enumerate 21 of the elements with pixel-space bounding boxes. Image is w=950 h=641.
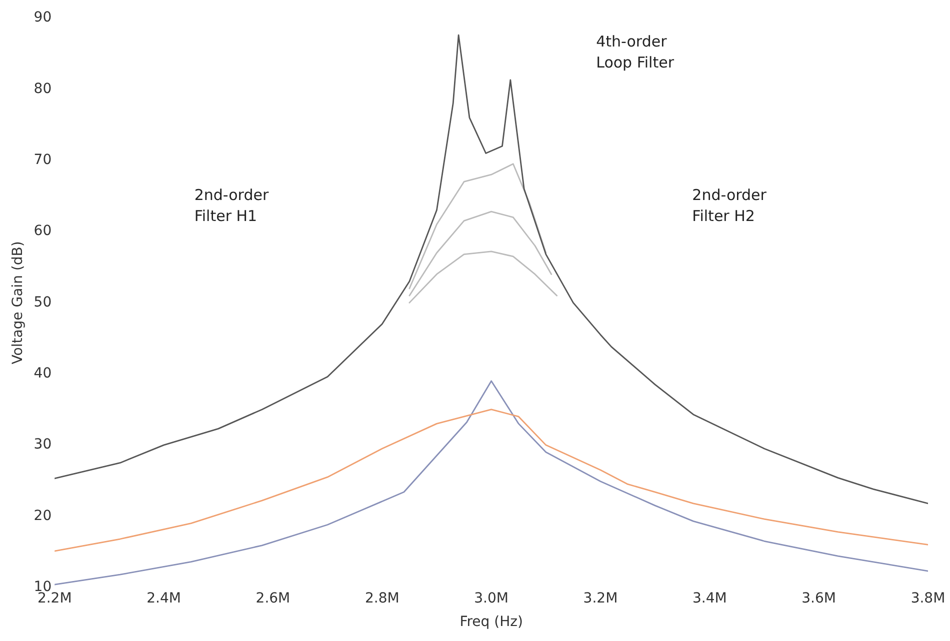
x-tick-label: 2.4M <box>146 590 181 606</box>
x-tick-label: 2.8M <box>364 590 400 606</box>
y-tick-label: 90 <box>34 10 52 26</box>
annotation: 2nd-order Filter H1 <box>194 186 270 226</box>
y-tick-label: 30 <box>34 436 52 453</box>
y-tick-label: 70 <box>34 152 52 168</box>
annotation: 2nd-order Filter H2 <box>692 186 768 226</box>
x-tick-label: 2.6M <box>256 590 290 606</box>
annotation: 4th-order Loop Filter <box>596 32 675 72</box>
x-tick-label: 3.8M <box>910 590 946 606</box>
x-tick-label: 3.2M <box>583 590 618 606</box>
x-axis-title: Freq (Hz) <box>460 614 523 630</box>
y-tick-label: 80 <box>34 80 52 97</box>
x-tick-label: 3.4M <box>692 590 727 606</box>
y-tick-label: 60 <box>34 223 52 240</box>
y-tick-label: 20 <box>34 508 52 524</box>
y-tick-label: 40 <box>34 366 52 382</box>
y-axis-title: Voltage Gain (dB) <box>10 241 26 364</box>
x-tick-label: 3.6M <box>802 590 836 606</box>
x-tick-label: 3.0M <box>474 590 508 606</box>
y-tick-label: 50 <box>34 294 52 310</box>
